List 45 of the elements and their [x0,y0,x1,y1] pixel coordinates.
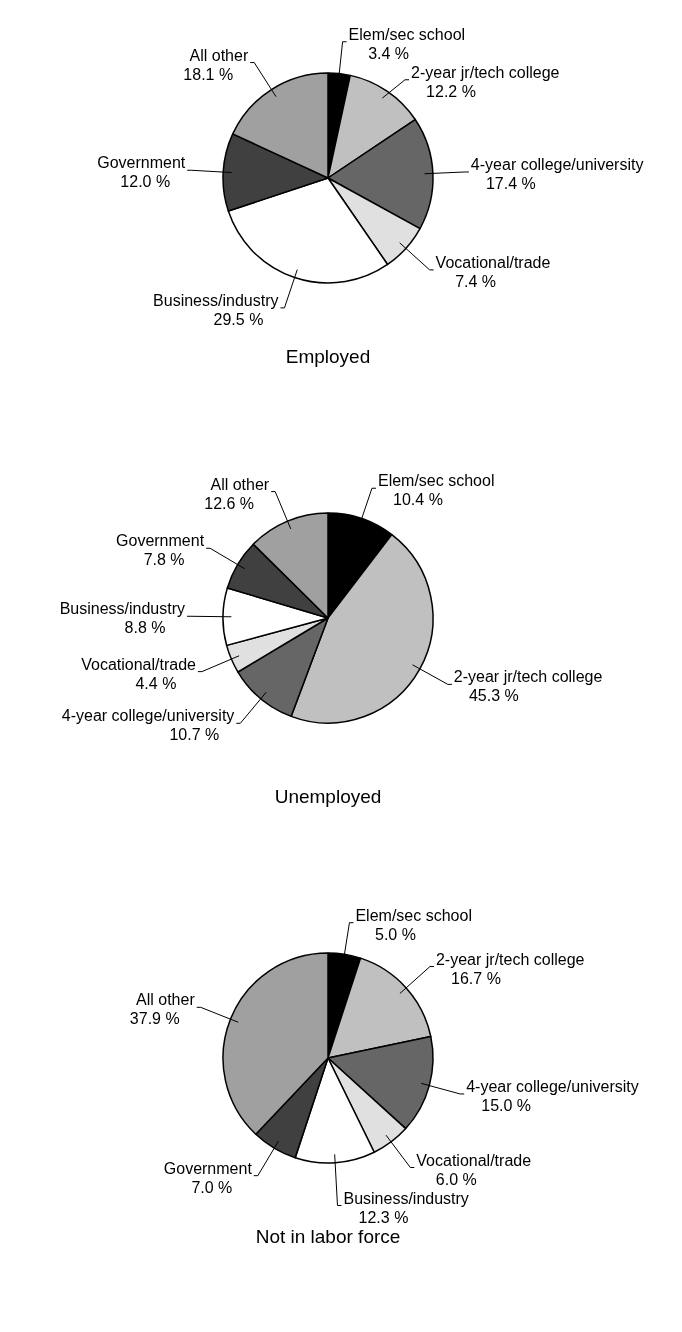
slice-label: Business/industry [343,1189,469,1207]
data-label: 10.7 % [169,726,220,744]
slice-label: 4-year college/university [466,1077,639,1095]
data-label: 12.6 % [204,494,255,512]
slice-label: Government [97,154,186,172]
slice-label: Vocational/trade [435,253,551,271]
data-label: 5.0 % [374,925,416,943]
data-label: 4.4 % [135,674,177,692]
slice-label: Vocational/trade [416,1151,532,1169]
data-label: 18.1 % [183,65,234,83]
slice-label: Vocational/trade [81,655,197,673]
slice-label: Government [163,1159,253,1177]
slice-label: All other [210,475,270,493]
slice-label: Business/industry [153,291,279,309]
slice-label: Government [116,532,205,550]
slice-label: Elem/sec school [377,472,495,490]
data-label: 37.9 % [129,1010,180,1028]
slice-label: 2-year jr/tech college [435,950,585,968]
data-label: 12.3 % [358,1208,409,1226]
data-label: 7.4 % [455,272,497,290]
data-label: 8.8 % [124,619,166,637]
data-label: 6.0 % [435,1170,477,1188]
data-label: 3.4 % [368,44,410,62]
data-label: 16.7 % [451,969,501,987]
slice-label: Elem/sec school [355,906,472,924]
slice-label: All other [189,46,249,64]
data-label: 12.0 % [120,173,171,191]
data-label: 15.0 % [481,1096,532,1114]
slice-label: Business/industry [59,600,186,618]
slice-label: 4-year college/university [61,707,235,725]
text: Unemployed [274,786,382,807]
data-label: 7.0 % [191,1178,233,1196]
slice-label: 2-year jr/tech college [453,668,603,686]
slice-label: All other [136,991,196,1009]
data-label: 45.3 % [468,687,519,705]
data-label: 17.4 % [485,174,536,192]
data-label: 7.8 % [143,551,185,569]
slice-label: 2-year jr/tech college [411,63,560,81]
text: Not in labor force [255,1226,401,1247]
slice-label: 4-year college/university [470,155,644,173]
data-label: 29.5 % [213,310,264,328]
slice-label: Elem/sec school [348,25,466,43]
data-label: 10.4 % [393,491,443,509]
data-label: 12.2 % [426,82,476,100]
text: Employed [285,346,371,367]
